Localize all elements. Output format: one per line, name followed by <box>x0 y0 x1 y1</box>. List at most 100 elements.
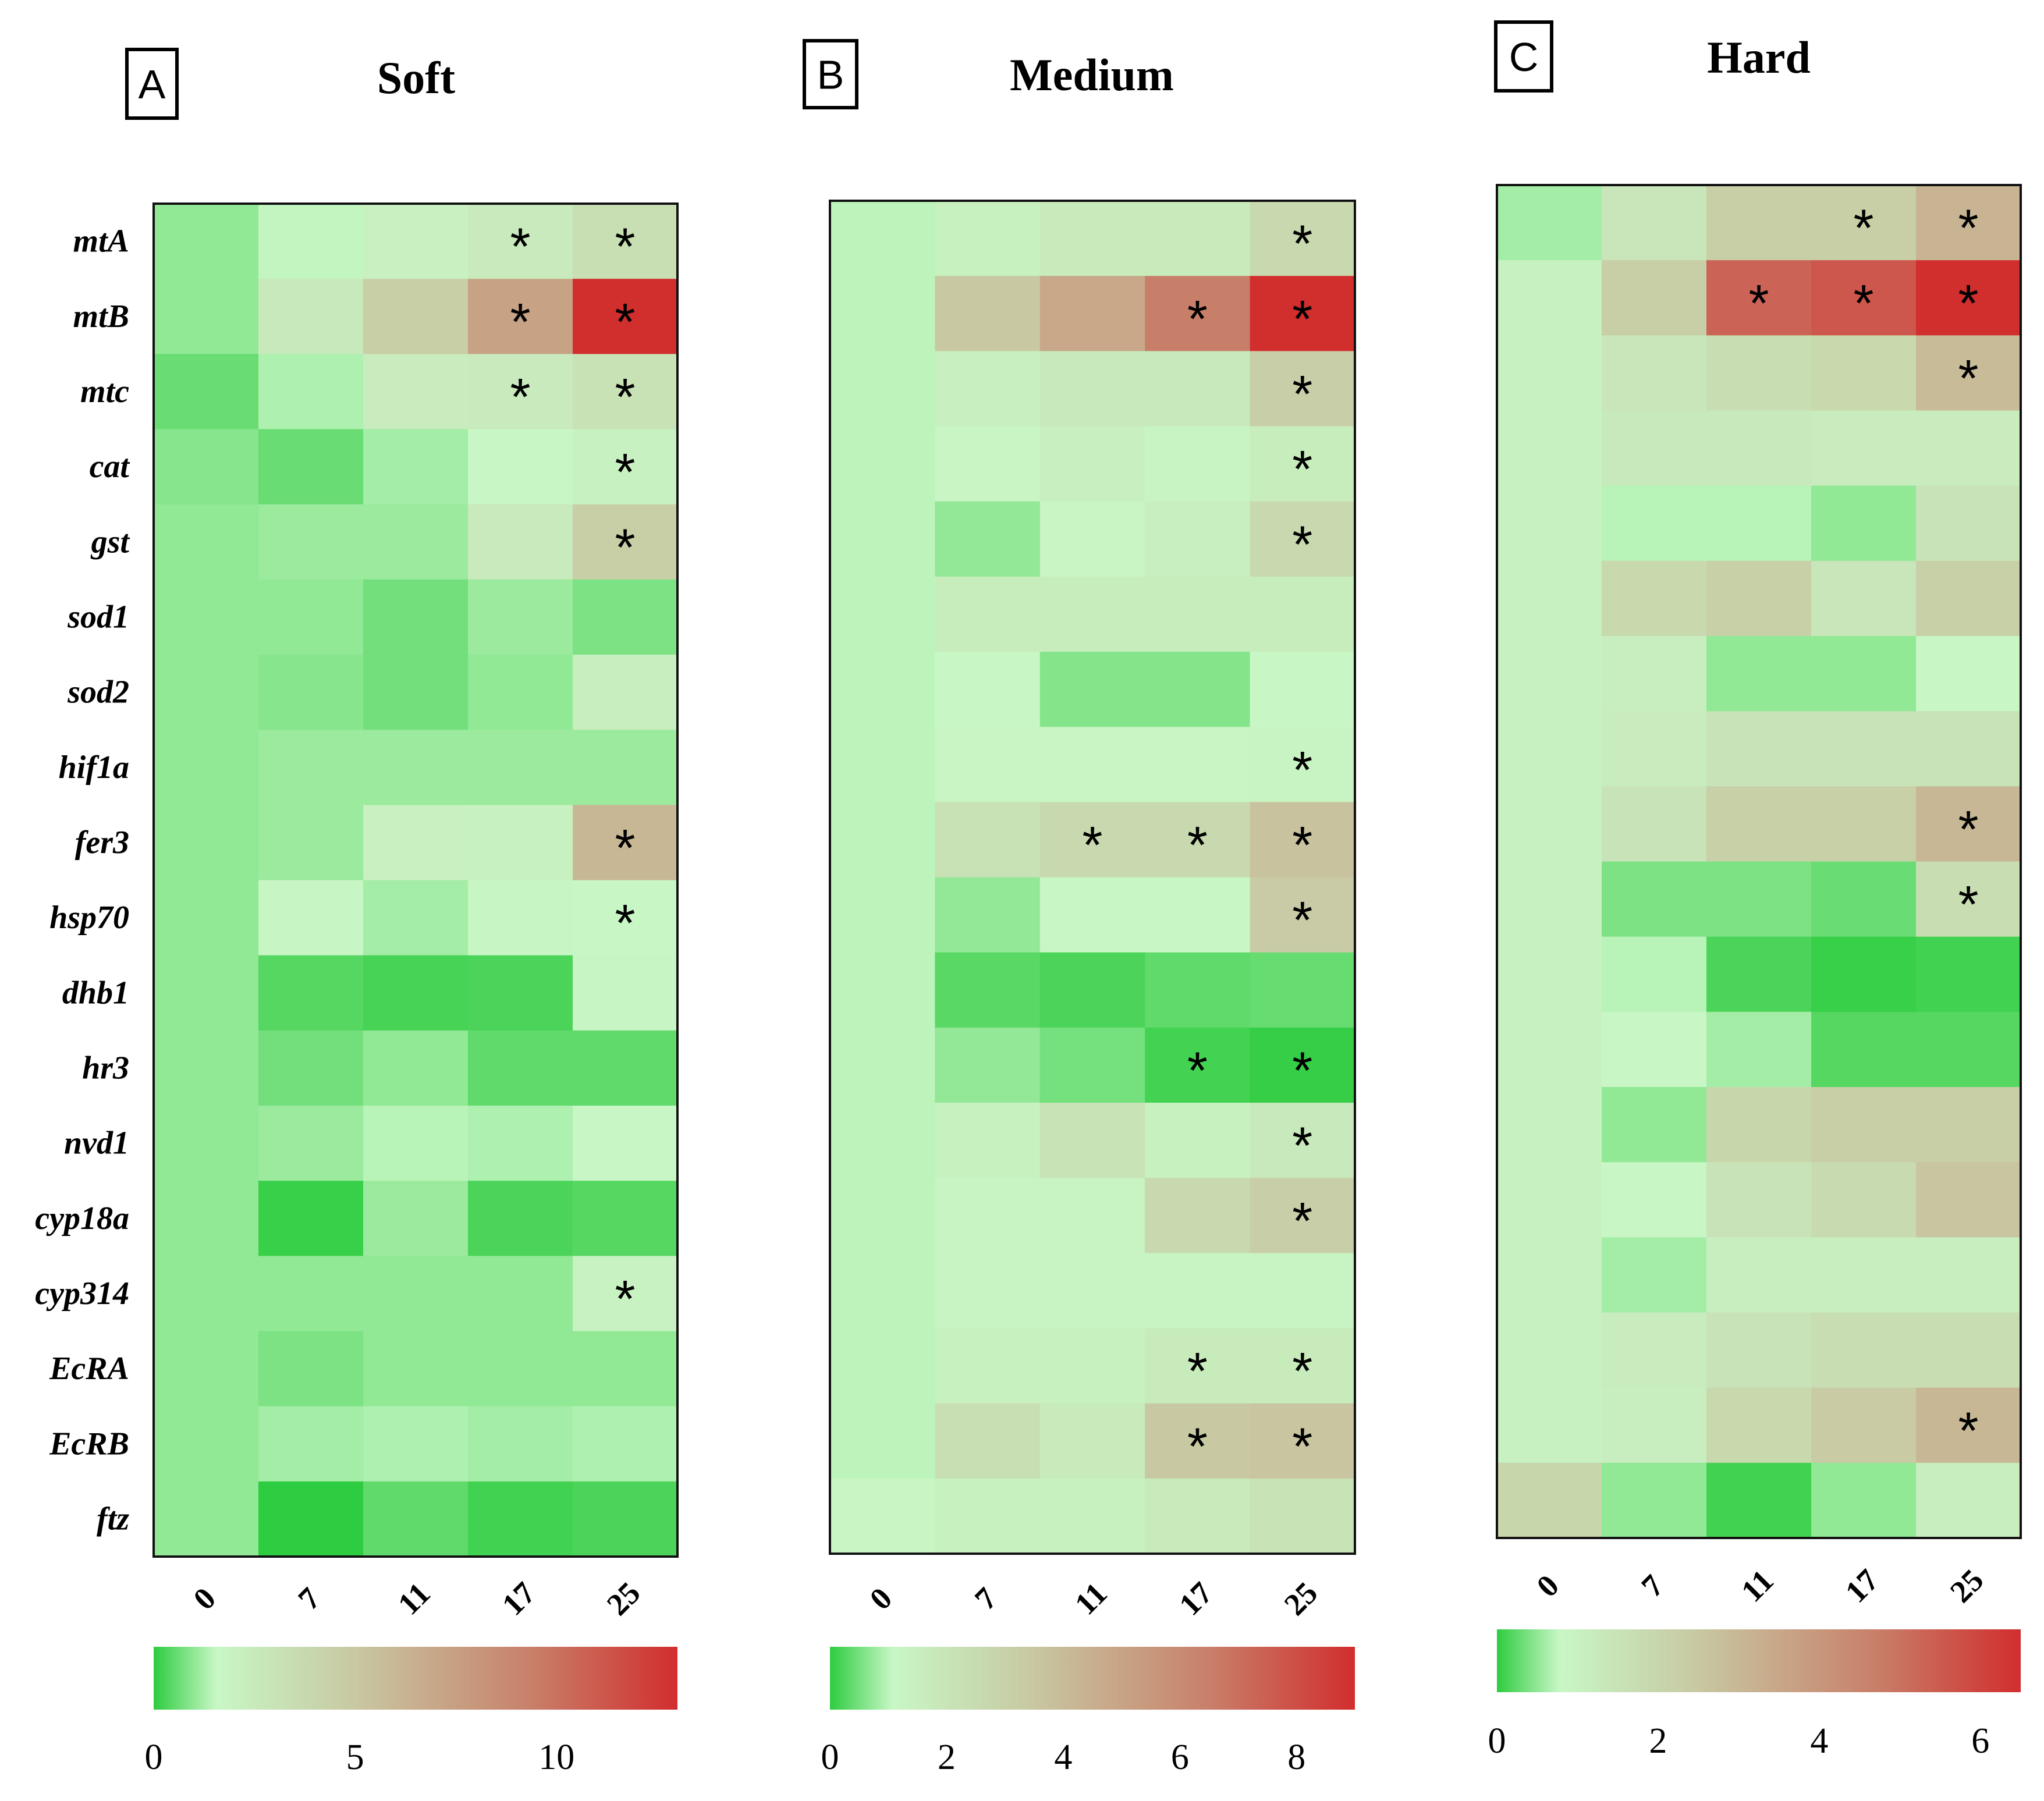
heatmap-cell: mtB @ 0: 1 <box>1497 260 1602 336</box>
heatmap-cell: hsp70 @ 7: 0.4 <box>1602 861 1707 937</box>
heatmap-cell: cat @ 7: 1.2 <box>935 426 1041 502</box>
heatmap-cell: cat @ 11: 1.5 <box>1039 426 1145 502</box>
heatmap-cell: dhb1 @ 17: 0.35 <box>1145 952 1251 1028</box>
heatmap-cell: gst @ 17: 2.5 <box>468 504 573 580</box>
heatmap-cell: EcRA @ 0: 1 <box>154 1331 259 1407</box>
gene-label: fer3 <box>75 825 129 861</box>
heatmap-cell: mtc @ 7: 1.4 <box>1602 335 1707 411</box>
significance-star: * <box>1292 741 1312 800</box>
heatmap-cell: mtB @ 17: 5.6 <box>1811 260 1917 336</box>
heatmap-frame <box>1496 184 2022 1539</box>
heatmap-cell: hif1a @ 17: 1.2 <box>1145 727 1251 802</box>
heatmap-cell: nvd1 @ 0: 1 <box>830 1103 935 1178</box>
gene-label: mtA <box>73 223 129 260</box>
heatmap-cell: hsp70 @ 17: 0.3 <box>1811 861 1917 937</box>
significance-star: * <box>615 518 635 577</box>
heatmap-cell: cat @ 17: 1.2 <box>1811 410 1917 486</box>
heatmap-cell: fer3 @ 11: 2.6 <box>1039 802 1145 878</box>
panel-letter-box <box>1494 20 1553 93</box>
significance-star: * <box>1292 516 1312 574</box>
heatmap-cell: nvd1 @ 17: 1.3 <box>468 1106 573 1181</box>
heatmap-cell: nvd1 @ 7: 1.4 <box>935 1103 1041 1178</box>
panel-letter: A <box>139 62 166 107</box>
panel-letter-box <box>803 39 858 109</box>
heatmap-cell: sod1 @ 7: 1.6 <box>935 576 1041 652</box>
heatmap-cell: EcRB @ 0: 1 <box>830 1403 935 1479</box>
significance-star: * <box>1292 215 1312 273</box>
heatmap-cell: cat @ 7: 1.3 <box>1602 410 1707 486</box>
heatmap-cell: mtA @ 0: 0.6 <box>1497 185 1602 261</box>
heatmap-cell: sod1 @ 11: 1.6 <box>1039 576 1145 652</box>
heatmap-cell: EcRB @ 25: 3.6 <box>1250 1403 1355 1479</box>
x-tick-label: 25 <box>600 1575 647 1622</box>
heatmap-cell: dhb1 @ 17: 0.05 <box>1811 936 1917 1013</box>
heatmap-cell: fer3 @ 25: 3.7 <box>1250 802 1355 878</box>
significance-star: * <box>1187 1042 1208 1100</box>
significance-star: * <box>1853 200 1873 258</box>
heatmap-cell: nvd1 @ 11: 2.1 <box>1039 1103 1145 1178</box>
heatmap-cell: dhb1 @ 25: 0.1 <box>1916 936 2021 1013</box>
heatmap-cell: dhb1 @ 11: 0.15 <box>1706 936 1812 1013</box>
heatmap-cell: sod1 @ 0: 1 <box>830 576 935 652</box>
heatmap-cell: ftz @ 7: 1.4 <box>935 1478 1041 1554</box>
significance-star: * <box>1292 1192 1312 1251</box>
heatmap-cell: sod2 @ 25: 2.2 <box>573 655 678 730</box>
heatmap-cell: EcRB @ 0: 1 <box>154 1406 259 1482</box>
heatmap-cell: cyp18a @ 11: 1.5 <box>1706 1162 1812 1238</box>
heatmap-cell: sod1 @ 17: 1.4 <box>1811 560 1917 637</box>
heatmap-cell: EcRB @ 0: 1 <box>1497 1387 1602 1463</box>
color-bar-tick: 4 <box>1054 1738 1072 1777</box>
heatmap-cell: nvd1 @ 0: 1 <box>1497 1087 1602 1163</box>
color-bar-tick: 8 <box>1287 1738 1305 1777</box>
heatmap-cell: nvd1 @ 0: 1 <box>154 1106 259 1181</box>
color-bar-tick: 0 <box>1488 1721 1506 1761</box>
heatmap-cell: ftz @ 11: 0.1 <box>1706 1462 1812 1539</box>
panel-letter: C <box>1509 34 1539 80</box>
heatmap-cell: dhb1 @ 0: 1 <box>154 955 259 1031</box>
heatmap-cell: hif1a @ 17: 1.1 <box>468 730 573 805</box>
heatmap-cell: ftz @ 17: 1.7 <box>1145 1478 1251 1554</box>
heatmap-cell: ftz @ 0: 1 <box>154 1481 259 1557</box>
gene-label: mtc <box>80 374 129 410</box>
heatmap-cell: fer3 @ 25: 3 <box>1916 786 2021 862</box>
heatmap-cell: cyp18a @ 0: 1 <box>1497 1162 1602 1238</box>
heatmap-cell: hr3 @ 17: 0.15 <box>1145 1027 1251 1103</box>
heatmap-cell: cyp18a @ 7: 0.8 <box>1602 1162 1707 1238</box>
heatmap-cell: hsp70 @ 11: 0.4 <box>1706 861 1812 937</box>
significance-star: * <box>615 293 635 351</box>
heatmap-cell: nvd1 @ 7: 1.1 <box>258 1106 364 1181</box>
heatmap-cell: gst @ 25: 4.6 <box>573 504 678 580</box>
gene-label: cat <box>90 449 130 485</box>
x-tick-label: 7 <box>292 1581 328 1617</box>
heatmap-cell: hsp70 @ 7: 1.7 <box>258 880 364 956</box>
heatmap-cell: dhb1 @ 25: 0.4 <box>1250 952 1355 1028</box>
heatmap-cell: fer3 @ 17: 2.6 <box>1145 802 1251 878</box>
heatmap-cell: mtB @ 11: 4.8 <box>1039 276 1145 351</box>
heatmap-cell: EcRA @ 0: 1 <box>830 1328 935 1404</box>
heatmap-cell: fer3 @ 25: 6 <box>573 805 678 881</box>
heatmap-cell: gst @ 0: 1 <box>154 504 259 580</box>
color-bar-tick: 5 <box>346 1738 364 1777</box>
heatmap-cell: EcRB @ 11: 1.7 <box>1039 1403 1145 1479</box>
significance-star: * <box>1292 1418 1312 1476</box>
heatmap-cell: EcRB @ 11: 1.9 <box>1706 1387 1812 1463</box>
heatmap-cell: ftz @ 11: 0.5 <box>363 1481 469 1557</box>
heatmap-cell: mtA @ 0: 1 <box>830 201 935 276</box>
heatmap-cell: EcRA @ 7: 0.8 <box>258 1331 364 1407</box>
heatmap-cell: EcRB @ 7: 1.1 <box>1602 1387 1707 1463</box>
x-tick-label: 25 <box>1278 1575 1325 1622</box>
panel-letter: B <box>817 52 844 98</box>
heatmap-cell: dhb1 @ 7: 0.4 <box>258 955 364 1031</box>
heatmap-cell: nvd1 @ 11: 1.4 <box>363 1106 469 1181</box>
heatmap-cell: dhb1 @ 7: 0.7 <box>1602 936 1707 1013</box>
heatmap-cell: EcRB @ 7: 2.3 <box>935 1403 1041 1479</box>
significance-star: * <box>1292 290 1312 349</box>
significance-star: * <box>1292 891 1312 950</box>
heatmap-cell: sod1 @ 0: 1 <box>154 579 259 655</box>
significance-star: * <box>615 894 635 953</box>
heatmap-cell: cyp18a @ 17: 0.3 <box>468 1181 573 1256</box>
heatmap-cell: mtc @ 11: 2.4 <box>363 354 469 430</box>
heatmap-cell: hif1a @ 25: 1.3 <box>1250 727 1355 802</box>
heatmap-cell: EcRB @ 17: 3.4 <box>1145 1403 1251 1479</box>
heatmap-cell: EcRA @ 0: 1 <box>1497 1312 1602 1388</box>
